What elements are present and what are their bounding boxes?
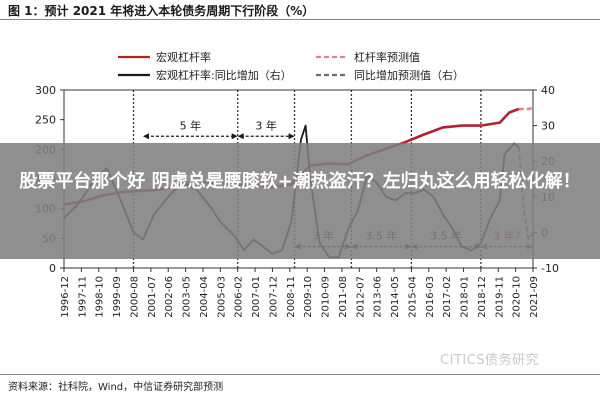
x-axis-tick-label: 2000-08	[129, 276, 140, 318]
figure-title: 图 1：预计 2021 年将进入本轮债务周期下行阶段（%）	[8, 4, 315, 18]
x-axis-tick-label: 2018-01	[460, 276, 471, 318]
x-axis-tick-label: 2003-05	[182, 276, 193, 318]
cycle-arrow-head	[142, 133, 149, 140]
left-axis-tick-label: 0	[49, 262, 56, 275]
legend-label: 同比增加预测值（右）	[354, 68, 464, 82]
cycle-arrow-head	[231, 133, 238, 140]
x-axis-tick-label: 2005-03	[216, 276, 227, 318]
x-axis-tick-label: 2019-11	[494, 276, 505, 318]
x-axis-tick-label: 2015-04	[407, 276, 418, 318]
x-axis-tick-label: 2007-01	[251, 276, 262, 318]
watermark-text: CITICS债务研究	[440, 353, 540, 368]
x-axis-tick-label: 2016-03	[425, 276, 436, 318]
left-axis-tick-label: 300	[35, 84, 56, 97]
right-axis-tick-label: 40	[541, 84, 555, 97]
left-axis-tick-label: 250	[35, 114, 56, 127]
x-axis-tick-label: 2018-12	[477, 276, 488, 318]
x-axis-tick-label: 2009-10	[303, 276, 314, 318]
x-axis-tick-label: 1999-09	[112, 276, 123, 318]
cycle-arrow-head	[237, 133, 244, 140]
legend-label: 杠杆率预测值	[354, 50, 420, 64]
source-note: 资料来源：社科院，Wind，中信证券研究部预测	[8, 382, 224, 393]
cycle-arrow-head	[288, 133, 295, 140]
x-axis-tick-label: 2011-08	[338, 276, 349, 318]
right-axis-tick-label: 30	[541, 120, 555, 133]
source-rule	[0, 374, 600, 375]
x-axis-tick-label: 2021-09	[529, 276, 540, 318]
x-axis-tick-label: 1997-11	[77, 276, 88, 318]
x-axis-tick-label: 2010-09	[321, 276, 332, 318]
x-axis-tick-label: 2007-12	[268, 276, 279, 318]
x-axis-tick-label: 2008-11	[286, 276, 297, 318]
cycle-duration-label: 5 年	[180, 118, 202, 132]
series-line	[518, 106, 534, 111]
x-axis-tick-label: 2017-02	[442, 276, 453, 318]
legend-label: 宏观杠杆率:同比增加（右）	[156, 68, 292, 82]
x-axis-tick-label: 1998-10	[95, 276, 106, 318]
x-axis-tick-label: 2014-05	[390, 276, 401, 318]
x-axis-tick-label: 2002-06	[164, 276, 175, 318]
x-axis-tick-label: 2006-02	[234, 276, 245, 318]
legend-label: 宏观杠杆率	[156, 50, 211, 64]
x-axis-tick-label: 2004-04	[199, 276, 210, 318]
headline-overlay-text[interactable]: 股票平台那个好 阴虚总是腰膝软+潮热盗汗？左归丸这么用轻松化解！	[19, 171, 581, 192]
x-axis-tick-label: 2001-07	[147, 276, 158, 318]
x-axis-tick-label: 2012-07	[355, 276, 366, 318]
x-axis-tick-label: 2020-10	[512, 276, 523, 318]
right-axis-tick-label: -10	[541, 262, 559, 275]
x-axis-tick-label: 2013-06	[373, 276, 384, 318]
headline-overlay-banner[interactable]: 股票平台那个好 阴虚总是腰膝软+潮热盗汗？左归丸这么用轻松化解！	[0, 143, 600, 259]
title-rule	[0, 19, 600, 20]
cycle-duration-label: 3 年	[255, 118, 277, 132]
x-axis-tick-label: 1996-12	[60, 276, 71, 318]
